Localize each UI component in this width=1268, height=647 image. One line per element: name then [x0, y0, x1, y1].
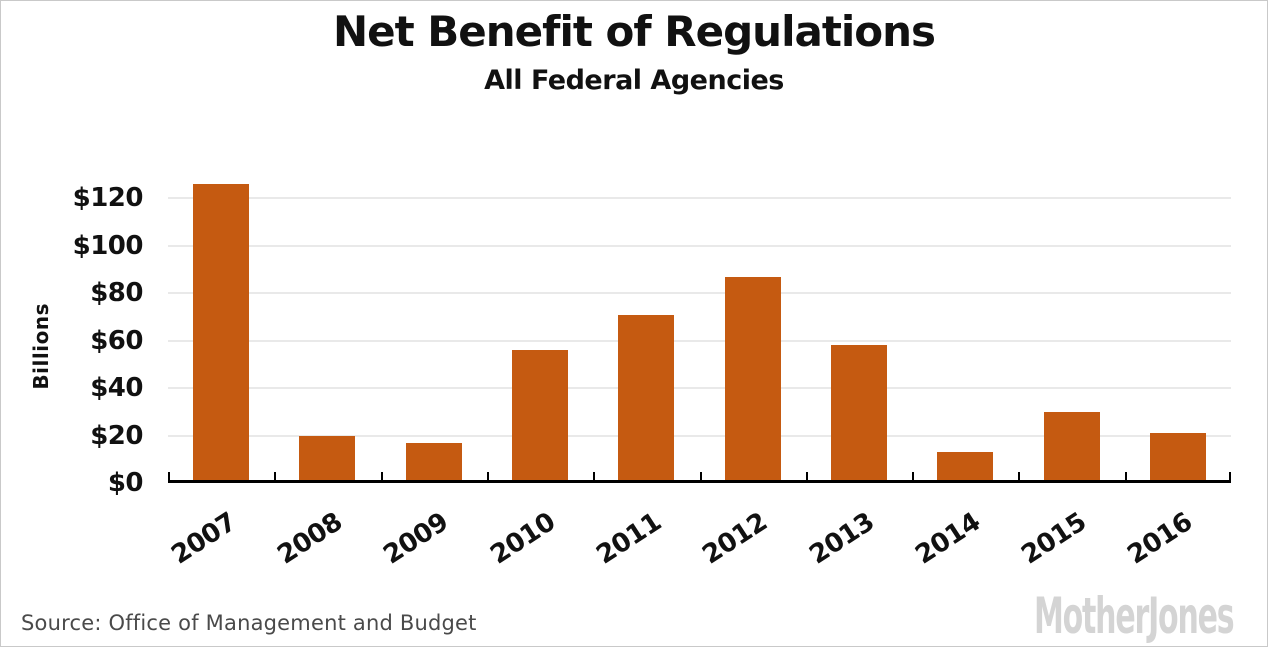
x-tick-label-2013: 2013 — [803, 507, 880, 571]
y-tick-label-0: $0 — [107, 468, 144, 498]
x-tick-label-2011: 2011 — [591, 507, 667, 571]
y-tick-label-60: $60 — [90, 325, 143, 356]
gridline-20 — [168, 434, 1231, 437]
x-axis-tick — [1229, 472, 1231, 483]
x-tick-label-2012: 2012 — [697, 507, 773, 571]
x-axis-line — [168, 480, 1231, 483]
x-tick-label-2015: 2015 — [1016, 507, 1092, 571]
x-axis-tick — [168, 472, 170, 483]
y-tick-label-20: $20 — [90, 420, 143, 451]
bar-2008 — [299, 435, 356, 483]
x-tick-label-2010: 2010 — [485, 507, 561, 571]
bar-2010 — [512, 350, 569, 483]
bar-2014 — [937, 452, 994, 483]
y-tick-label-120: $120 — [72, 183, 144, 214]
plot-area — [168, 151, 1231, 483]
bar-2009 — [405, 442, 462, 483]
y-tick-label-80: $80 — [90, 278, 143, 309]
gridline-120 — [168, 197, 1231, 200]
bar-2015 — [1043, 411, 1100, 483]
x-axis-tick — [593, 472, 596, 483]
y-tick-label-40: $40 — [90, 373, 143, 404]
x-axis-tick — [699, 472, 702, 483]
x-axis-tick — [274, 472, 277, 483]
x-axis-tick — [486, 472, 489, 483]
chart-title: Net Benefit of Regulations — [332, 7, 936, 56]
gridline-100 — [168, 244, 1231, 247]
y-tick-label-100: $100 — [72, 230, 144, 261]
bar-2011 — [618, 314, 675, 483]
x-axis-tick — [380, 472, 383, 483]
bar-2013 — [830, 345, 887, 483]
gridline-40 — [168, 387, 1231, 390]
x-tick-label-2009: 2009 — [378, 507, 455, 571]
x-tick-label-2016: 2016 — [1122, 507, 1199, 571]
x-tick-label-2014: 2014 — [910, 507, 986, 571]
x-axis-tick — [1018, 472, 1021, 483]
gridline-60 — [168, 339, 1231, 342]
motherjones-logo: MotherJones — [1033, 587, 1235, 645]
x-axis-tick — [805, 472, 808, 483]
bar-2016 — [1149, 433, 1206, 483]
x-tick-label-2007: 2007 — [166, 507, 242, 571]
x-axis-tick — [1124, 472, 1127, 483]
x-tick-label-2008: 2008 — [272, 507, 348, 571]
bar-2012 — [724, 276, 781, 483]
bar-2007 — [193, 184, 250, 483]
chart-subtitle: All Federal Agencies — [484, 65, 784, 96]
gridline-80 — [168, 292, 1231, 295]
source-text: Source: Office of Management and Budget — [21, 611, 477, 635]
x-axis-tick — [912, 472, 915, 483]
